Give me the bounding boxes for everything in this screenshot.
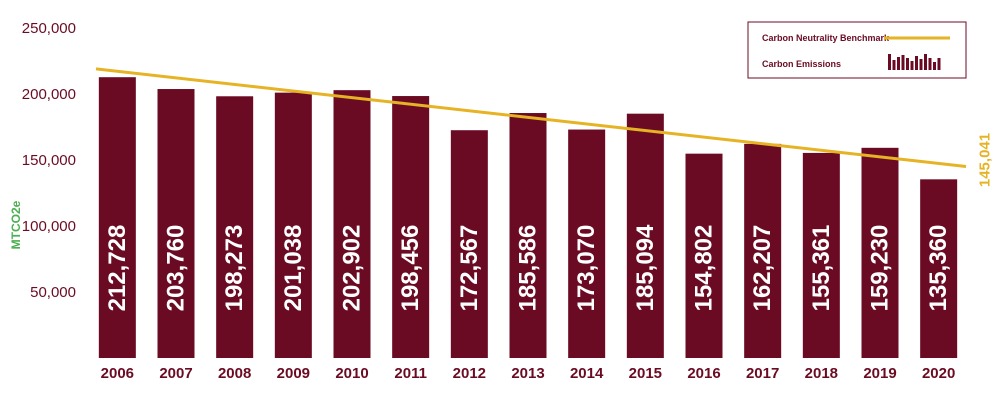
x-tick-label: 2015 [629,365,662,382]
bar-value-label: 198,273 [221,225,248,312]
legend-mini-bar [933,62,936,70]
bar-value-label: 154,802 [691,225,718,312]
y-tick-label: 50,000 [30,284,76,301]
legend: Carbon Neutrality Benchmark Carbon Emiss… [747,21,967,79]
bar-value-label: 172,567 [456,225,483,312]
bar [744,143,782,358]
legend-mini-bar [937,58,941,70]
y-tick-label: 200,000 [22,86,76,103]
y-tick-label: 150,000 [22,152,76,169]
bar-value-label: 159,230 [867,225,894,312]
benchmark-end-label: 145,041 [977,133,994,187]
bar [216,96,254,359]
bars: 212,728 203,760 198,273 201,038 202,902 198,4… [98,77,958,359]
x-tick-label: 2013 [511,365,544,382]
x-tick-label: 2017 [746,365,779,382]
benchmark-line [95,67,967,169]
bar-value-label: 173,070 [573,225,600,312]
legend-mini-bar [919,59,923,70]
legend-mini-bar [892,60,896,70]
legend-label-emissions: Carbon Emissions [762,59,841,69]
x-tick-label: 2006 [101,365,134,382]
legend-mini-bar [924,54,927,70]
y-axis-ticks: 50,000 100,000 150,000 200,000 250,000 [22,20,76,301]
legend-swatch-emissions [888,54,941,70]
legend-label-benchmark: Carbon Neutrality Benchmark [762,33,890,43]
y-tick-label: 250,000 [22,20,76,37]
bar [392,96,430,358]
legend-mini-bar [915,56,918,70]
y-axis-label: MTCO2e [9,200,23,249]
bar [568,129,606,358]
legend-mini-bar [906,58,909,70]
bar-value-label: 155,361 [808,225,835,312]
bar [626,113,664,358]
bar [861,147,899,358]
x-tick-label: 2020 [922,365,955,382]
x-tick-label: 2014 [570,365,604,382]
legend-mini-bar [901,55,905,70]
x-tick-label: 2012 [453,365,486,382]
legend-mini-bar [888,54,891,70]
x-tick-label: 2009 [277,365,310,382]
x-tick-label: 2007 [159,365,192,382]
bar-value-label: 198,456 [397,225,424,312]
bar-value-label: 203,760 [163,225,190,312]
bar [920,179,958,358]
x-tick-label: 2018 [805,365,838,382]
bar [685,153,723,358]
x-tick-label: 2019 [863,365,896,382]
legend-mini-bar [928,58,932,70]
bar [157,89,195,358]
bar-value-label: 201,038 [280,225,307,312]
bar-value-label: 135,360 [925,225,952,312]
bar [98,77,136,359]
x-tick-label: 2016 [687,365,720,382]
bar [802,152,840,358]
legend-mini-bar [897,57,900,70]
bar-value-label: 212,728 [104,225,131,312]
legend-mini-bar [910,61,914,70]
x-axis-ticks: 2006 2007 2008 2009 2010 2011 2012 2013 2014 2015… [101,365,956,382]
bar-value-label: 185,586 [515,225,542,312]
bar [450,130,488,358]
bar-value-label: 162,207 [749,225,776,312]
x-tick-label: 2008 [218,365,251,382]
bar [509,113,547,358]
bar [274,92,312,359]
bar-value-label: 202,902 [339,225,366,312]
bar [333,90,371,358]
x-tick-label: 2011 [394,365,427,382]
x-tick-label: 2010 [335,365,368,382]
y-tick-label: 100,000 [22,218,76,235]
bar-value-label: 185,094 [632,224,659,311]
